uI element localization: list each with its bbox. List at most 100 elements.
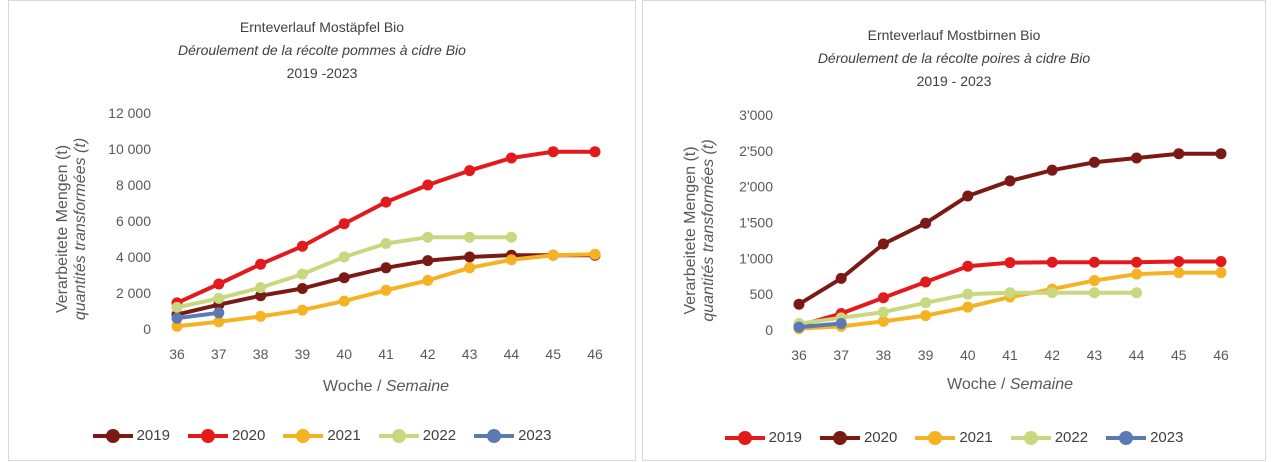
chart-legend: 2019 2020 2021 2022 2023 <box>9 427 635 444</box>
legend-label: 2019 <box>136 427 170 444</box>
chart-panel-pears: Ernteverlauf Mostbirnen Bio Déroulement … <box>642 0 1266 461</box>
data-point-2020 <box>589 146 601 158</box>
legend-label: 2021 <box>959 429 993 446</box>
legend-item-2019: 2019 <box>92 427 170 444</box>
data-point-2020 <box>1046 164 1058 176</box>
legend-swatch <box>915 430 956 445</box>
legend-swatch <box>1106 430 1147 445</box>
y-tick-label: 2 000 <box>116 285 151 301</box>
x-tick-label: 39 <box>295 346 311 362</box>
data-point-2019 <box>877 292 889 304</box>
chart-period: 2019 - 2023 <box>916 73 992 89</box>
data-point-2022 <box>1046 287 1058 299</box>
legend-swatch <box>92 428 133 443</box>
x-tick-label: 40 <box>336 346 352 362</box>
data-point-2022 <box>255 282 267 294</box>
x-tick-label: 45 <box>545 346 561 362</box>
data-point-2023 <box>793 321 805 333</box>
data-point-2021 <box>920 310 932 322</box>
data-point-2022 <box>1131 287 1143 299</box>
legend-label: 2022 <box>1054 429 1089 446</box>
x-axis-label: Woche / Semaine <box>947 376 1073 393</box>
legend-label: 2020 <box>863 429 898 446</box>
data-point-2020 <box>962 190 974 202</box>
data-point-2020 <box>1004 175 1016 187</box>
y-tick-label: 500 <box>750 286 774 302</box>
data-point-2022 <box>422 231 434 243</box>
data-point-2021 <box>255 310 267 322</box>
data-point-2022 <box>213 292 225 304</box>
data-point-2020 <box>213 278 225 290</box>
data-point-2021 <box>380 284 392 296</box>
legend-item-2020: 2020 <box>819 429 898 446</box>
y-tick-label: 0 <box>143 321 151 337</box>
series-line-2020 <box>175 149 597 305</box>
data-point-2020 <box>296 240 308 252</box>
chart-title: Ernteverlauf Mostbirnen Bio <box>867 27 1041 43</box>
data-point-2022 <box>920 297 932 309</box>
y-tick-label: 8 000 <box>116 177 151 193</box>
legend-item-2021: 2021 <box>915 429 993 446</box>
x-tick-label: 41 <box>1002 347 1018 363</box>
data-point-2020 <box>877 238 889 250</box>
x-tick-label: 40 <box>960 347 976 363</box>
data-point-2019 <box>920 276 932 288</box>
data-point-2020 <box>547 146 559 158</box>
y-tick-label: 10 000 <box>108 141 151 157</box>
y-axis-label-fr: quantités transformées (t) <box>700 139 717 321</box>
data-point-2019 <box>1215 256 1227 268</box>
legend-item-2020: 2020 <box>187 427 265 444</box>
data-point-2022 <box>380 238 392 249</box>
data-point-2022 <box>171 301 183 313</box>
legend-item-2022: 2022 <box>378 427 456 444</box>
data-point-2022 <box>962 288 974 300</box>
legend-item-2023: 2023 <box>1106 429 1183 446</box>
x-tick-label: 38 <box>253 346 269 362</box>
y-axis-label-fr: quantités transformées (t) <box>72 138 89 320</box>
y-axis-label: Verarbeitete Mengen (t) <box>682 146 699 314</box>
chart-subtitle: Déroulement de la récolte pommes à cidre… <box>178 42 466 58</box>
chart-title: Ernteverlauf Mostäpfel Bio <box>239 19 405 35</box>
data-point-2023 <box>835 318 847 330</box>
data-point-2021 <box>1088 275 1100 287</box>
chart-plot-pears: 0 500 1'000 1'500 2'000 2'500 3'000 36 37 38 39 40 4… <box>682 107 1229 393</box>
y-tick-label: 1'500 <box>739 215 773 231</box>
y-tick-label: 4 000 <box>116 249 151 265</box>
x-tick-label: 36 <box>169 346 185 362</box>
x-axis-label: Woche / Semaine <box>323 378 449 395</box>
data-point-2022 <box>877 306 889 318</box>
legend-swatch <box>187 428 228 443</box>
legend-swatch <box>819 430 860 445</box>
x-tick-label: 37 <box>211 346 227 362</box>
x-tick-label: 45 <box>1171 347 1187 363</box>
x-tick-label: 43 <box>1087 347 1103 363</box>
data-point-2022 <box>464 231 476 243</box>
data-point-2021 <box>1215 267 1227 279</box>
legend-swatch <box>724 430 765 445</box>
data-point-2020 <box>380 196 392 208</box>
data-point-2021 <box>505 254 517 266</box>
data-point-2023 <box>213 307 225 319</box>
data-point-2021 <box>1173 267 1185 279</box>
data-point-2020 <box>1173 148 1185 160</box>
data-point-2022 <box>296 268 308 280</box>
data-point-2022 <box>338 251 350 263</box>
legend-swatch <box>1010 430 1051 445</box>
legend-item-2022: 2022 <box>1010 429 1089 446</box>
x-tick-label: 37 <box>833 347 849 363</box>
data-point-2023 <box>171 312 183 324</box>
legend-label: 2023 <box>1150 429 1184 446</box>
data-point-2021 <box>338 295 350 307</box>
data-point-2021 <box>547 249 559 261</box>
data-point-2019 <box>422 255 434 267</box>
legend-label: 2023 <box>518 427 552 444</box>
data-point-2021 <box>962 301 974 313</box>
data-point-2020 <box>338 218 350 230</box>
series-line-2023 <box>797 321 844 330</box>
y-tick-label: 1'000 <box>739 250 773 266</box>
chart-panel-apples: Ernteverlauf Mostäpfel Bio Déroulement d… <box>8 0 636 461</box>
legend-swatch <box>474 428 515 443</box>
data-point-2022 <box>505 231 517 243</box>
legend-label: 2021 <box>327 427 361 444</box>
y-tick-label: 2'500 <box>739 143 773 159</box>
